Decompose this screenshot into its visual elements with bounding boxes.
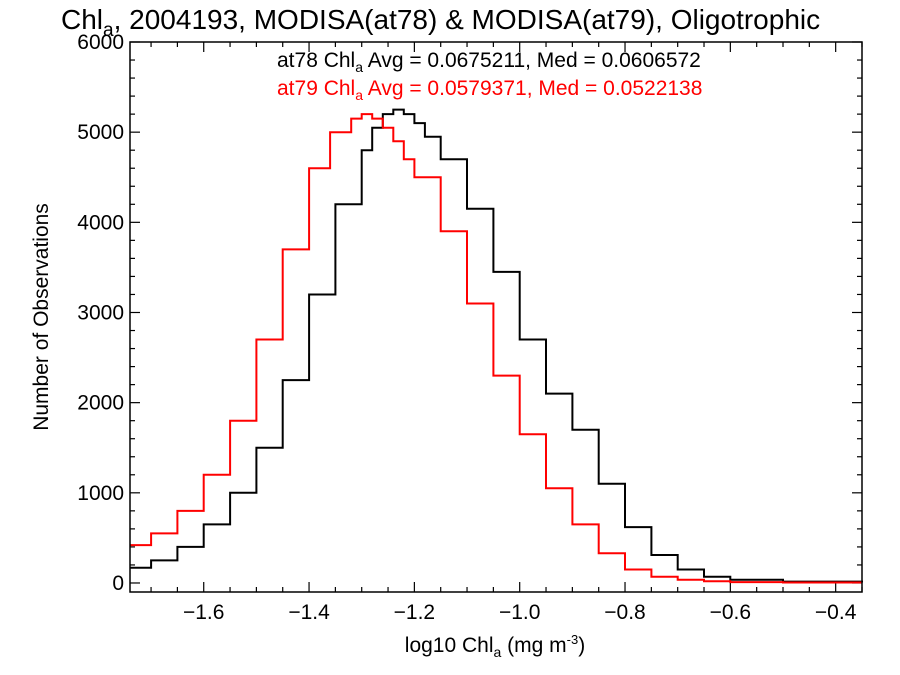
x-axis-label-mid: (mg m bbox=[501, 634, 566, 657]
x-axis-label-prefix: log10 Chl bbox=[405, 634, 494, 657]
x-tick-label: −1.6 bbox=[183, 601, 224, 624]
annotation-at79-rest: Avg = 0.0579371, Med = 0.0522138 bbox=[363, 77, 702, 100]
y-tick-label: 6000 bbox=[77, 31, 124, 54]
x-axis-label-subscript: a bbox=[494, 644, 502, 660]
annotation-at78-prefix: at78 Chl bbox=[277, 49, 355, 72]
annotation-at79: at79 Chla Avg = 0.0579371, Med = 0.05221… bbox=[277, 77, 702, 103]
y-tick-label: 0 bbox=[112, 572, 124, 595]
title-prefix: Chl bbox=[61, 4, 103, 35]
annotation-at78-rest: Avg = 0.0675211, Med = 0.0606572 bbox=[363, 49, 701, 72]
y-axis-label: Number of Observations bbox=[30, 203, 53, 431]
annotation-at79-prefix: at79 Chl bbox=[277, 77, 355, 100]
y-tick-label: 4000 bbox=[77, 211, 124, 234]
x-tick-label: −1.4 bbox=[288, 601, 330, 624]
chart-title: Chla, 2004193, MODISA(at78) & MODISA(at7… bbox=[61, 4, 820, 41]
x-axis-label-superscript: -3 bbox=[567, 632, 579, 647]
x-tick-label: −1.2 bbox=[394, 601, 435, 624]
x-tick-label: −0.8 bbox=[604, 601, 645, 624]
series-layer bbox=[130, 108, 863, 584]
series-at79-line bbox=[130, 113, 862, 584]
plot-frame bbox=[129, 41, 863, 593]
y-tick-label: 1000 bbox=[77, 482, 124, 505]
series-at78-line bbox=[130, 108, 863, 583]
x-axis-label: log10 Chla (mg m-3) bbox=[405, 632, 585, 660]
annotation-at78: at78 Chla Avg = 0.0675211, Med = 0.06065… bbox=[277, 49, 701, 75]
x-tick-label: −0.6 bbox=[710, 601, 751, 624]
axis-ticks bbox=[130, 41, 863, 592]
annotation-at79-subscript: a bbox=[355, 87, 363, 103]
axis-tick-labels: −1.6 −1.4 −1.2 −1.0 −0.8 −0.6 −0.4 0 1000 2000 300… bbox=[77, 31, 856, 624]
x-tick-label: −0.4 bbox=[815, 601, 857, 624]
x-tick-label: −1.0 bbox=[499, 601, 540, 624]
x-axis-label-suffix: ) bbox=[578, 634, 585, 657]
title-subscript: a bbox=[103, 20, 114, 41]
title-rest: , 2004193, MODISA(at78) & MODISA(at79), … bbox=[114, 4, 821, 35]
y-tick-label: 5000 bbox=[77, 121, 124, 144]
y-tick-label: 3000 bbox=[77, 301, 124, 324]
annotation-at78-subscript: a bbox=[355, 59, 363, 75]
y-tick-label: 2000 bbox=[77, 392, 124, 415]
